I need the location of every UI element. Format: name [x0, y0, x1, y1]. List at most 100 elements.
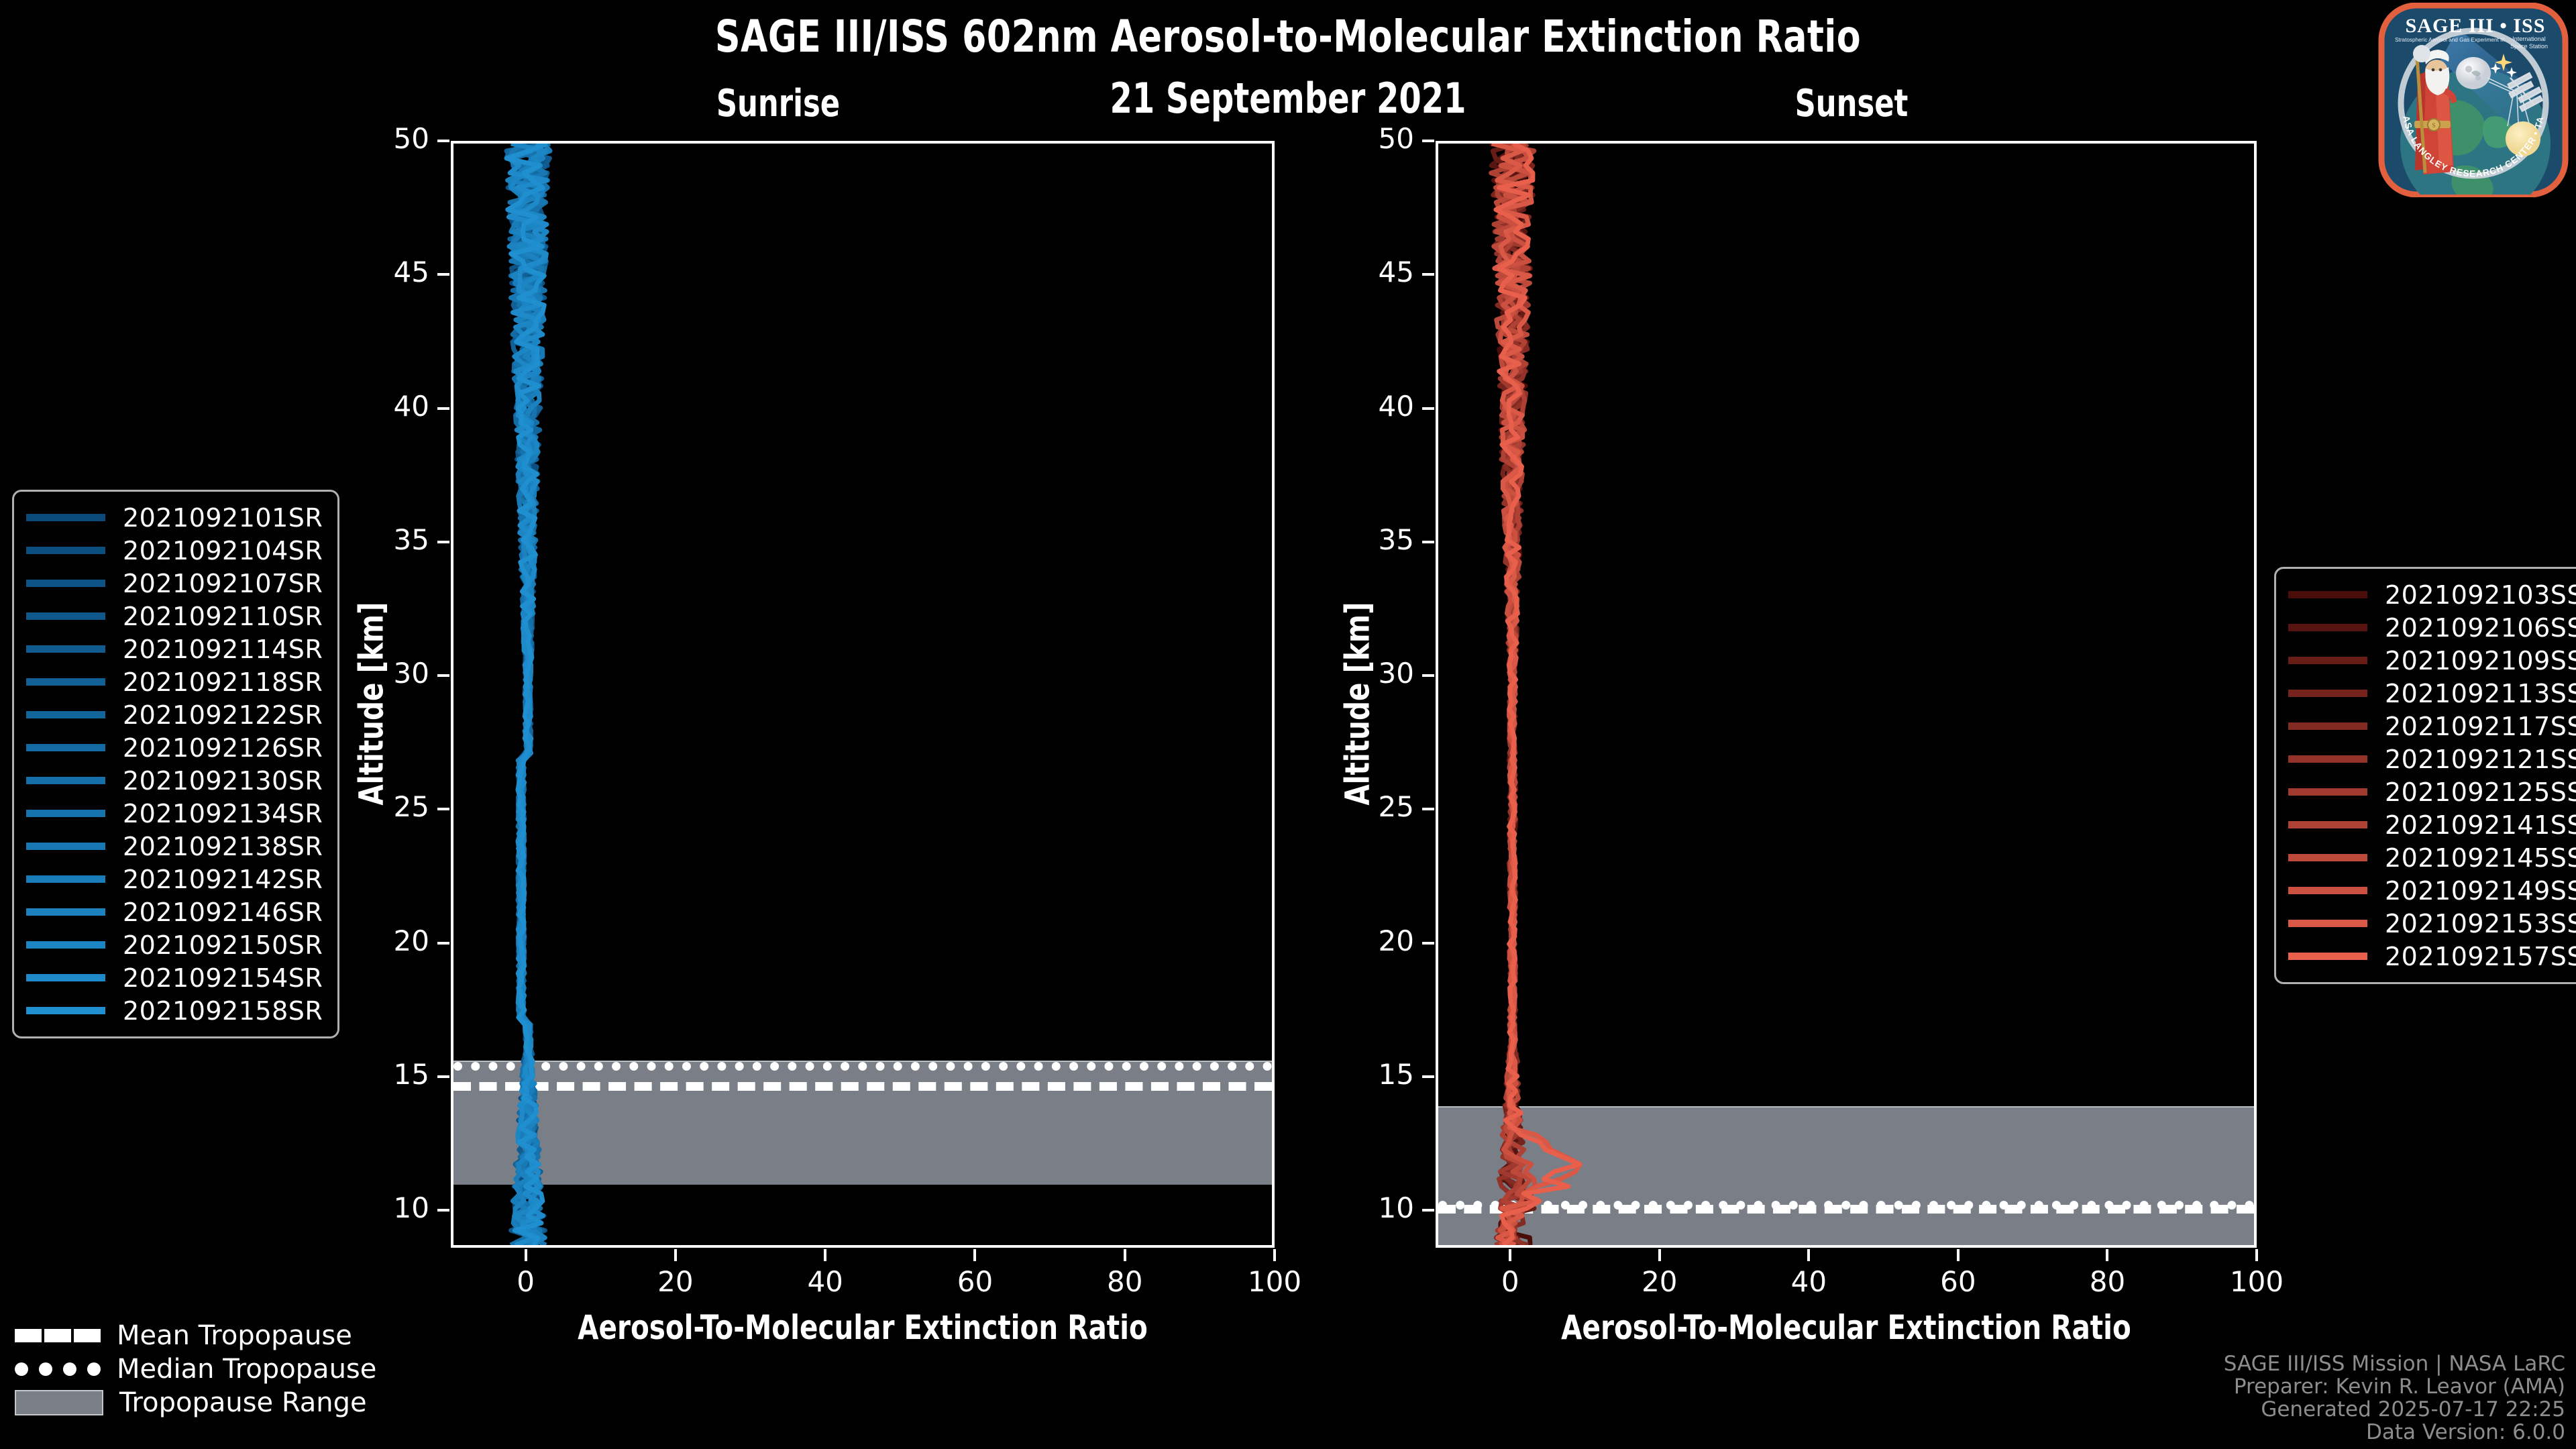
- sunrise-legend-item[interactable]: 2021092122SR: [26, 698, 323, 731]
- y-tick-label-sunset-30: 30: [1378, 657, 1414, 690]
- sage-iii-iss-mission-logo: S SAGE III • ISS Stratospheric Aerosol a…: [2373, 0, 2571, 198]
- y-tick-mark-sunset-30: [1422, 674, 1434, 678]
- y-tick-mark-sunrise-15: [437, 1075, 449, 1078]
- y-tick-label-sunrise-40: 40: [393, 389, 429, 423]
- y-tick-mark-sunset-20: [1422, 941, 1434, 945]
- credit-line: SAGE III/ISS Mission | NASA LaRC: [2223, 1352, 2565, 1376]
- credit-line: Generated 2025-07-17 22:25: [2261, 1397, 2565, 1421]
- sunset-legend-item[interactable]: 2021092103SS: [2288, 578, 2576, 611]
- sunset-legend-item[interactable]: 2021092106SS: [2288, 611, 2576, 644]
- date-subtitle: 21 September 2021: [1110, 74, 1466, 123]
- sunset-legend-swatch: [2288, 821, 2367, 828]
- x-tick-mark-sunset-40: [1807, 1249, 1811, 1261]
- sunrise-mean-tropopause-line: [453, 1081, 1272, 1091]
- y-tick-label-sunset-35: 35: [1378, 523, 1414, 556]
- page-title: SAGE III/ISS 602nm Aerosol-to-Molecular …: [714, 11, 1862, 62]
- sunset-legend-swatch: [2288, 953, 2367, 960]
- sunset-legend-label: 2021092106SS: [2385, 612, 2576, 643]
- sunset-legend-item[interactable]: 2021092113SS: [2288, 677, 2576, 710]
- sunrise-legend-item[interactable]: 2021092158SR: [26, 994, 323, 1027]
- sunset-legend-item[interactable]: 2021092117SS: [2288, 710, 2576, 743]
- y-tick-label-sunset-25: 25: [1378, 790, 1414, 824]
- y-tick-mark-sunset-10: [1422, 1209, 1434, 1212]
- sunset-legend-item[interactable]: 2021092149SS: [2288, 874, 2576, 907]
- y-tick-mark-sunset-25: [1422, 808, 1434, 811]
- sunrise-legend-label: 2021092107SR: [123, 568, 323, 598]
- y-tick-label-sunset-15: 15: [1378, 1057, 1414, 1091]
- sunrise-legend-item[interactable]: 2021092107SR: [26, 567, 323, 600]
- y-tick-mark-sunset-15: [1422, 1075, 1434, 1078]
- sunset-legend[interactable]: 2021092103SS 2021092106SS 2021092109SS 2021…: [2274, 567, 2576, 984]
- x-tick-label-sunrise-80: 80: [1106, 1265, 1143, 1298]
- sunrise-legend-label: 2021092130SR: [123, 765, 323, 796]
- credit-line: Preparer: Kevin R. Leavor (AMA): [2233, 1375, 2565, 1399]
- sunset-legend-item[interactable]: 2021092109SS: [2288, 644, 2576, 677]
- tropopause-key-label: Tropopause Range: [119, 1387, 367, 1418]
- sunrise-legend-item[interactable]: 2021092150SR: [26, 928, 323, 961]
- sunrise-legend-item[interactable]: 2021092134SR: [26, 797, 323, 830]
- sunrise-legend-item[interactable]: 2021092146SR: [26, 896, 323, 928]
- sunset-legend-swatch: [2288, 887, 2367, 894]
- sunset-legend-item[interactable]: 2021092125SS: [2288, 775, 2576, 808]
- sunset-legend-item[interactable]: 2021092141SS: [2288, 808, 2576, 841]
- y-tick-label-sunset-20: 20: [1378, 924, 1414, 957]
- sunset-legend-label: 2021092113SS: [2385, 678, 2576, 708]
- sunset-tropopause-range-band: [1438, 1106, 2254, 1245]
- sunrise-x-axis-label: Aerosol-To-Molecular Extinction Ratio: [578, 1308, 1148, 1347]
- sunrise-legend-item[interactable]: 2021092154SR: [26, 961, 323, 994]
- sunrise-legend-item[interactable]: 2021092130SR: [26, 764, 323, 797]
- sunrise-legend-label: 2021092158SR: [123, 996, 323, 1026]
- sunset-legend-label: 2021092141SS: [2385, 810, 2576, 840]
- y-tick-mark-sunset-50: [1422, 140, 1434, 142]
- x-tick-label-sunset-80: 80: [2089, 1265, 2126, 1298]
- sunrise-legend-item[interactable]: 2021092126SR: [26, 731, 323, 764]
- x-tick-label-sunset-100: 100: [2229, 1265, 2284, 1298]
- tropopause-key-item: Median Tropopause: [15, 1352, 376, 1386]
- sunrise-legend-label: 2021092154SR: [123, 963, 323, 993]
- sunrise-legend-swatch: [26, 514, 105, 521]
- y-tick-mark-sunset-35: [1422, 540, 1434, 543]
- sunrise-legend-item[interactable]: 2021092110SR: [26, 600, 323, 633]
- sunrise-legend-item[interactable]: 2021092101SR: [26, 501, 323, 534]
- sunset-median-tropopause-line: [1438, 1201, 2254, 1210]
- sunrise-plot-area: [451, 141, 1275, 1248]
- y-tick-label-sunrise-45: 45: [393, 256, 429, 289]
- sunrise-legend[interactable]: 2021092101SR 2021092104SR 2021092107SR 2021…: [12, 490, 340, 1038]
- sunset-legend-label: 2021092117SS: [2385, 711, 2576, 741]
- sunrise-legend-swatch: [26, 612, 105, 620]
- tropopause-range-swatch: [15, 1390, 103, 1415]
- y-tick-label-sunset-50: 50: [1378, 122, 1414, 155]
- sunset-legend-item[interactable]: 2021092157SS: [2288, 940, 2576, 973]
- sunrise-legend-label: 2021092104SR: [123, 535, 323, 566]
- sunrise-profile-traces: [504, 144, 553, 1245]
- sunrise-legend-item[interactable]: 2021092142SR: [26, 863, 323, 896]
- sunrise-legend-label: 2021092146SR: [123, 897, 323, 927]
- sunset-legend-item[interactable]: 2021092153SS: [2288, 907, 2576, 940]
- sunrise-legend-swatch: [26, 580, 105, 587]
- sunrise-legend-swatch: [26, 1007, 105, 1014]
- sunrise-legend-swatch: [26, 678, 105, 686]
- sunrise-legend-item[interactable]: 2021092138SR: [26, 830, 323, 863]
- sunset-legend-swatch: [2288, 624, 2367, 631]
- sunset-legend-label: 2021092157SS: [2385, 941, 2576, 971]
- sunset-legend-label: 2021092121SS: [2385, 744, 2576, 774]
- sunset-plot-area: [1436, 141, 2257, 1248]
- y-tick-label-sunset-10: 10: [1378, 1191, 1414, 1225]
- x-tick-mark-sunrise-80: [1123, 1249, 1126, 1261]
- x-tick-label-sunset-40: 40: [1790, 1265, 1827, 1298]
- y-tick-mark-sunrise-45: [437, 273, 449, 276]
- sunrise-legend-item[interactable]: 2021092104SR: [26, 534, 323, 567]
- sunrise-legend-swatch: [26, 777, 105, 784]
- y-tick-mark-sunrise-25: [437, 808, 449, 811]
- sunrise-legend-item[interactable]: 2021092114SR: [26, 633, 323, 665]
- sunrise-legend-swatch: [26, 843, 105, 850]
- sunset-panel-title: Sunset: [1794, 82, 1909, 125]
- sunrise-legend-item[interactable]: 2021092118SR: [26, 665, 323, 698]
- sunset-legend-item[interactable]: 2021092145SS: [2288, 841, 2576, 874]
- y-tick-label-sunrise-10: 10: [393, 1191, 429, 1225]
- logo-subtitle-right-1: International: [2512, 36, 2546, 42]
- sunset-legend-item[interactable]: 2021092121SS: [2288, 743, 2576, 775]
- x-tick-label-sunset-20: 20: [1642, 1265, 1678, 1298]
- logo-subtitle-right-2: Space Station: [2510, 43, 2548, 50]
- y-tick-mark-sunset-45: [1422, 273, 1434, 276]
